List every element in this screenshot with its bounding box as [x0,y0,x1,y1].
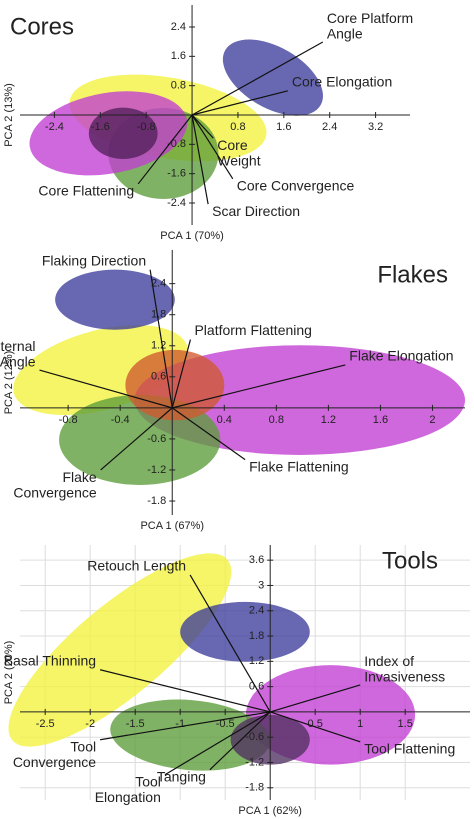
vector-label: Flake Flattening [249,458,349,474]
y-tick-label: 2.4 [249,605,264,617]
point-cloud [8,553,232,747]
point-cloud [88,107,158,159]
vector-label: Tanging [157,768,206,784]
vector-label: Index of Invasiveness [364,653,445,684]
y-tick-label: -1.2 [147,464,166,476]
x-tick-label: -1.5 [126,718,145,730]
y-tick-label: 0.6 [151,371,166,383]
vector-label: Flake Elongation [349,348,453,364]
y-tick-label: -0.6 [245,731,264,743]
x-tick-label: -0.8 [137,121,156,133]
x-tick-label: 2 [429,414,435,426]
loading-vector [189,574,271,713]
x-tick-label: -0.5 [216,718,235,730]
x-axis-label: PCA 1 (62%) [238,805,302,817]
vector-label: Retouch Length [87,558,186,574]
loading-vector [191,114,209,205]
x-tick-label: -0.8 [59,414,78,426]
vector-label: Basal Thinning [4,652,96,668]
panel-title: Flakes [377,261,448,288]
x-axis-label: PCA 1 (67%) [140,520,204,532]
vector-label: Core Convergence [237,178,355,194]
vector-label: Flaking Direction [42,252,146,268]
x-tick-label: -2.4 [45,121,64,133]
loading-vector [99,669,271,713]
vector-label: Scar Direction [212,203,300,219]
point-cloud [125,349,225,421]
y-axis-label: PCA 2 (13%) [3,83,15,147]
x-tick-label: 1.5 [398,718,413,730]
y-tick-label: 1.2 [151,340,166,352]
y-tick-label: 2.4 [151,278,166,290]
vector-label: Core Elongation [292,74,392,90]
x-tick-label: 0.8 [230,121,245,133]
vector-label: InternalPlatform Angle [0,338,36,369]
loading-vector [191,114,234,180]
y-tick-label: -1.6 [167,168,186,180]
y-tick-label: 1.8 [249,630,264,642]
vector-label: Flake Convergence [13,469,96,500]
loading-vector [100,711,271,741]
loading-vector [171,339,192,409]
x-tick-label: 0.5 [308,718,323,730]
loading-vector [149,269,173,408]
x-tick-label: 1.2 [321,414,336,426]
vector-label: Tool Elongation [95,773,161,804]
panel-title: Tools [382,547,438,574]
vector-label: Tool Convergence [13,738,96,769]
y-tick-label: 2.4 [171,21,186,33]
loading-vector [209,711,271,771]
point-cloud [55,269,175,330]
x-tick-label: 1.6 [276,121,291,133]
vector-label: Core Weight [217,137,260,168]
x-tick-label: -0.4 [111,414,130,426]
y-tick-label: -1.8 [245,782,264,794]
y-tick-label: 3 [258,579,264,591]
loading-vector [191,90,288,116]
x-tick-label: 3.2 [368,121,383,133]
y-tick-label: 3.6 [249,554,264,566]
point-cloud [222,39,323,116]
y-tick-label: -0.6 [147,433,166,445]
x-tick-label: -2 [85,718,95,730]
vector-label: Core Platform Angle [327,10,413,41]
y-tick-label: -2.4 [167,197,186,209]
y-tick-label: 0.6 [249,681,264,693]
x-tick-label: -1 [175,718,185,730]
y-axis-label: PCA 2 (12%) [3,351,15,415]
x-tick-label: -2.5 [36,718,55,730]
vector-label: Tool Flattening [364,741,455,757]
vector-label: Core Flattening [38,183,134,199]
loading-vector [191,41,324,116]
loading-vector [137,114,193,185]
loading-vector [270,684,361,713]
y-tick-label: 1.8 [151,309,166,321]
loading-vector [39,369,173,409]
x-axis-label: PCA 1 (70%) [160,230,224,242]
x-tick-label: 1 [357,718,363,730]
x-tick-label: 0.8 [269,414,284,426]
y-tick-label: 0.8 [171,80,186,92]
x-tick-label: 1.6 [373,414,388,426]
y-tick-label: -1.2 [245,756,264,768]
panel-title: Cores [10,13,74,40]
y-tick-label: -1.8 [147,495,166,507]
loading-vector [100,407,173,471]
point-cloud [110,699,270,771]
vector-label: Platform Flattening [194,322,312,338]
loading-vector [270,711,361,743]
y-tick-label: 1.6 [171,50,186,62]
loading-vector [191,114,214,139]
loading-vector [164,711,271,776]
x-tick-label: 2.4 [322,121,337,133]
y-axis-label: PCA 2 (20%) [3,641,15,705]
point-cloud [180,601,310,662]
y-tick-label: 1.2 [249,655,264,667]
x-tick-label: 0.4 [217,414,232,426]
loading-vector [171,407,246,461]
x-tick-label: -1.6 [91,121,110,133]
loading-vector [172,364,346,409]
